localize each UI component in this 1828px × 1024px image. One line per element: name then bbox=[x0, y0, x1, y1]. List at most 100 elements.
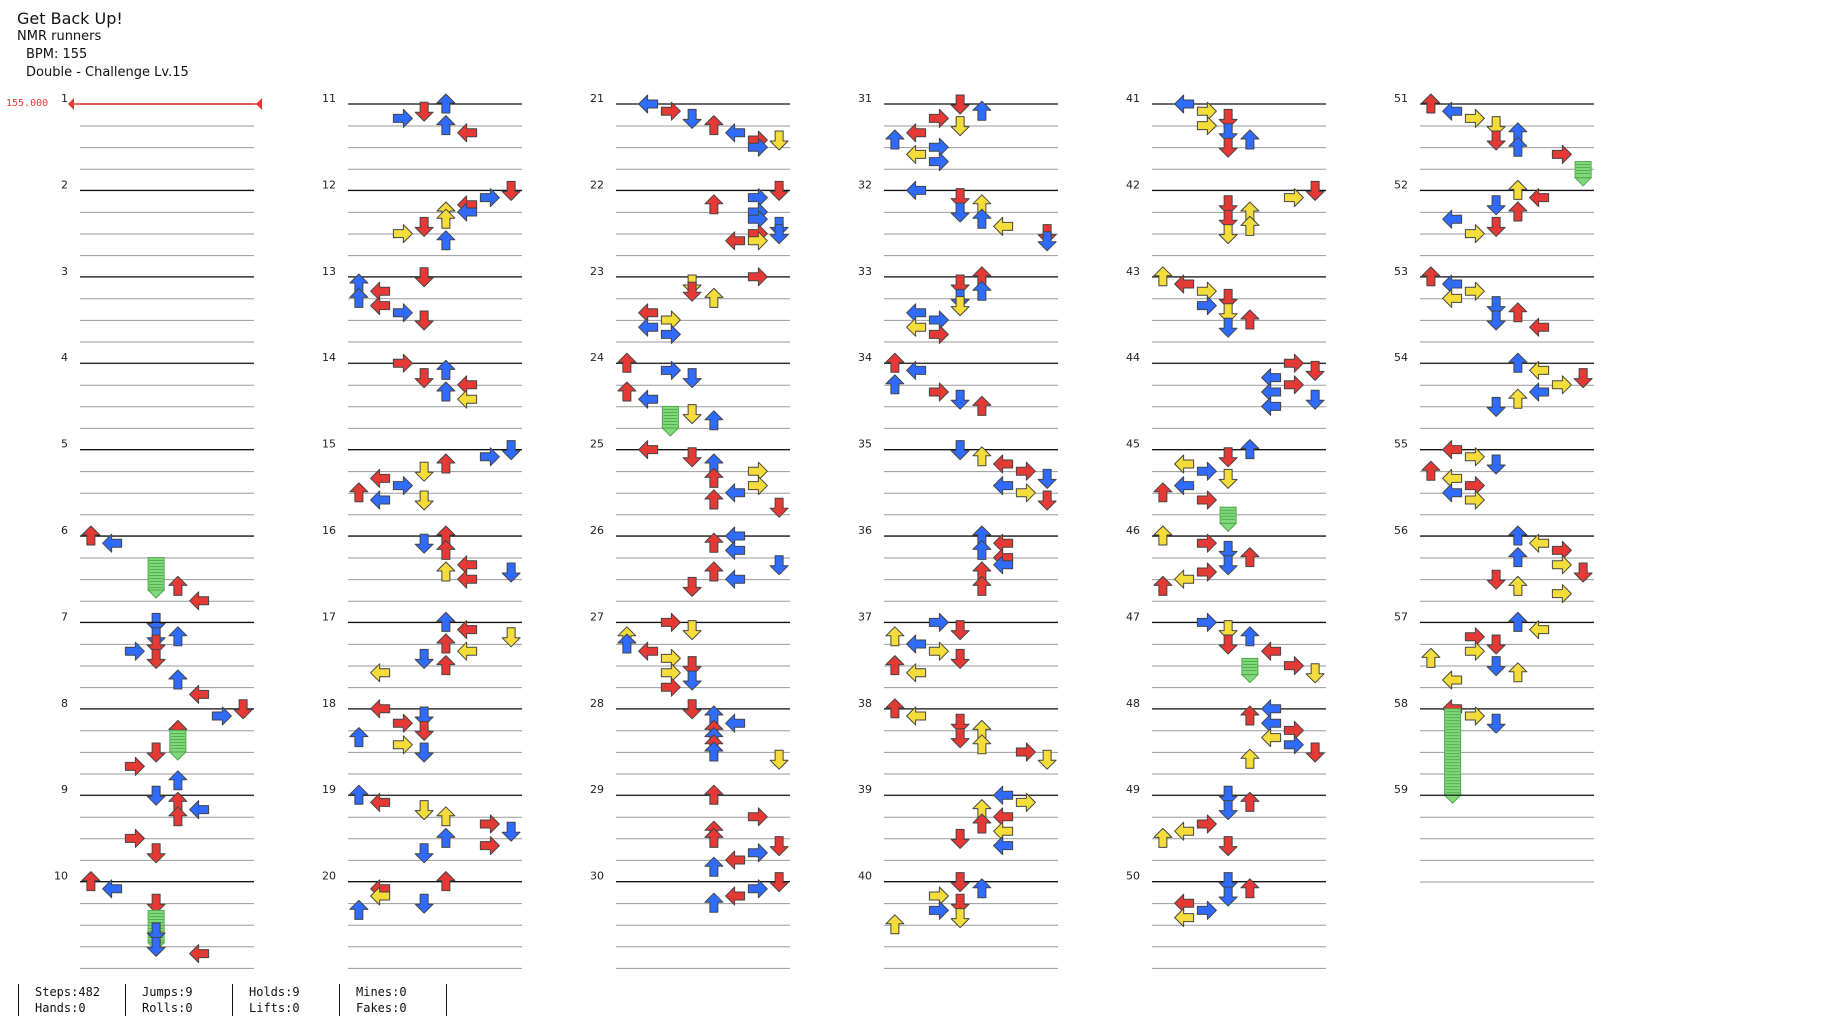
arrow-shape bbox=[906, 634, 927, 654]
arrow-shape bbox=[1174, 94, 1195, 114]
measure-17: 17 bbox=[322, 610, 522, 710]
arrow-shape bbox=[993, 807, 1014, 827]
step-arrow bbox=[1464, 627, 1485, 647]
step-arrow bbox=[928, 382, 949, 402]
measure-52: 52 bbox=[1394, 178, 1594, 278]
hold-body bbox=[1444, 708, 1462, 796]
arrow-shape bbox=[1196, 461, 1217, 481]
step-arrow bbox=[704, 115, 724, 136]
step-arrow bbox=[1261, 728, 1282, 748]
step-arrow bbox=[436, 525, 456, 546]
arrow-shape bbox=[370, 490, 391, 510]
measure-8: 8 bbox=[61, 697, 254, 797]
measure-23: 23 bbox=[590, 265, 790, 365]
step-arrow bbox=[660, 360, 681, 380]
measure-number: 54 bbox=[1394, 351, 1408, 364]
step-arrow bbox=[146, 648, 166, 669]
arrow-shape bbox=[1174, 893, 1195, 913]
step-arrow bbox=[725, 231, 746, 251]
arrow-shape bbox=[972, 446, 992, 467]
step-arrow bbox=[1486, 454, 1506, 475]
arrow-shape bbox=[414, 490, 434, 511]
step-arrow bbox=[972, 194, 992, 215]
step-arrow bbox=[704, 489, 724, 510]
arrow-shape bbox=[993, 785, 1014, 805]
arrow-shape bbox=[349, 287, 369, 308]
arrow-shape bbox=[1529, 382, 1550, 402]
measure-number: 9 bbox=[61, 783, 68, 796]
arrow-shape bbox=[950, 389, 970, 410]
stat-holds-lifts: Holds:9 Lifts:0 bbox=[232, 984, 339, 1016]
measure-number: 46 bbox=[1126, 524, 1140, 537]
arrow-shape bbox=[769, 224, 789, 245]
arrow-shape bbox=[1486, 454, 1506, 475]
step-arrow bbox=[479, 836, 500, 856]
measure-number: 50 bbox=[1126, 870, 1140, 883]
arrow-shape bbox=[1486, 713, 1506, 734]
arrow-shape bbox=[704, 532, 724, 553]
step-arrow bbox=[1015, 792, 1036, 812]
step-arrow bbox=[1240, 439, 1260, 460]
arrow-shape bbox=[682, 447, 702, 468]
song-artist: NMR runners bbox=[17, 29, 102, 44]
step-arrow bbox=[993, 785, 1014, 805]
arrow-shape bbox=[1240, 748, 1260, 769]
hold-note bbox=[168, 729, 188, 761]
arrow-shape bbox=[414, 742, 434, 763]
step-arrow bbox=[1015, 461, 1036, 481]
measure-number: 49 bbox=[1126, 783, 1140, 796]
step-arrow bbox=[1196, 612, 1217, 632]
arrow-shape bbox=[1283, 188, 1304, 208]
step-arrow bbox=[349, 273, 369, 294]
measure-32: 32 bbox=[858, 178, 1058, 278]
step-arrow bbox=[1037, 749, 1057, 770]
arrow-shape bbox=[1464, 447, 1485, 467]
arrow-shape bbox=[617, 381, 637, 402]
step-arrow bbox=[1240, 215, 1260, 236]
step-arrow bbox=[993, 476, 1014, 496]
step-arrow bbox=[1508, 136, 1528, 157]
step-arrow bbox=[769, 130, 789, 151]
arrow-shape bbox=[1218, 224, 1238, 245]
arrow-shape bbox=[725, 850, 746, 870]
step-arrow bbox=[972, 280, 992, 301]
step-arrow bbox=[660, 677, 681, 697]
step-arrow bbox=[928, 152, 949, 172]
step-arrow bbox=[392, 735, 413, 755]
arrow-shape bbox=[501, 627, 521, 648]
measure-21: 21 bbox=[590, 92, 790, 192]
arrow-shape bbox=[414, 368, 434, 389]
arrow-shape bbox=[1174, 274, 1195, 294]
step-arrow bbox=[950, 440, 970, 461]
hold-tail bbox=[1218, 522, 1238, 533]
step-arrow bbox=[906, 634, 927, 654]
step-arrow bbox=[501, 562, 521, 583]
step-arrow bbox=[769, 180, 789, 201]
step-arrow bbox=[950, 389, 970, 410]
step-arrow bbox=[747, 461, 768, 481]
step-arrow bbox=[370, 468, 391, 488]
stat-steps: Steps:482 bbox=[35, 985, 101, 999]
arrow-shape bbox=[704, 489, 724, 510]
step-arrow bbox=[972, 719, 992, 740]
arrow-shape bbox=[1442, 101, 1463, 121]
step-arrow bbox=[436, 230, 456, 251]
step-arrow bbox=[1037, 490, 1057, 511]
arrow-shape bbox=[906, 706, 927, 726]
arrow-shape bbox=[146, 843, 166, 864]
step-arrow bbox=[1529, 360, 1550, 380]
measure-number: 4 bbox=[61, 351, 68, 364]
hold-tail bbox=[168, 751, 188, 761]
arrow-shape bbox=[704, 892, 724, 913]
arrow-shape bbox=[349, 784, 369, 805]
arrow-shape bbox=[457, 569, 478, 589]
measure-number: 57 bbox=[1394, 610, 1408, 623]
step-arrow bbox=[1218, 317, 1238, 338]
arrow-shape bbox=[1486, 396, 1506, 417]
step-arrow bbox=[1508, 352, 1528, 373]
arrow-shape bbox=[1508, 611, 1528, 632]
arrow-shape bbox=[1442, 440, 1463, 460]
arrow-shape bbox=[725, 231, 746, 251]
step-arrow bbox=[1283, 735, 1304, 755]
measure-number: 59 bbox=[1394, 783, 1408, 796]
